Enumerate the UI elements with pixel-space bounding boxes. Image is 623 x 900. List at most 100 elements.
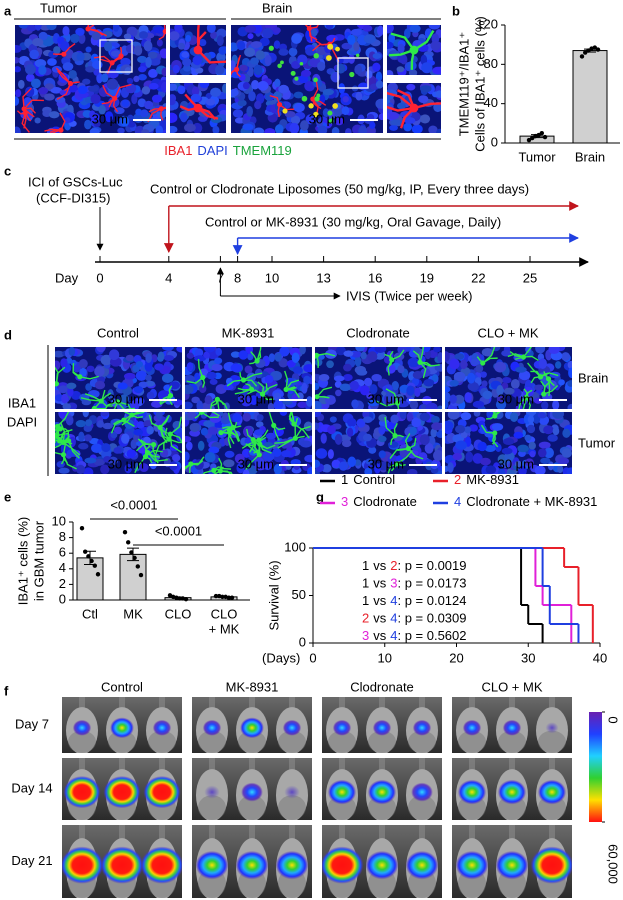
nucleus [197,440,205,451]
scale-bar-label: 30 μm [498,456,534,471]
panel-title: Tumor [40,0,78,15]
mouse-shade [498,730,526,753]
nucleus [267,402,275,409]
nucleus [345,128,352,133]
nucleus [37,87,49,95]
comparison-part: 4 [390,611,397,626]
nucleus [38,65,47,76]
cell-process [104,401,118,409]
nucleus [143,100,154,110]
luminescence [72,719,92,736]
nucleus [244,365,253,374]
nucleus [231,71,242,79]
nucleus [145,352,152,364]
cell-body [480,360,486,366]
signal-dot [328,118,334,124]
nucleus [102,30,113,38]
nucleus [473,412,481,417]
cell-process [213,467,232,472]
y-tick-label: 6 [59,545,66,560]
comparison-part: vs [373,593,387,608]
signal-dot [313,111,319,118]
ivis-stage [469,697,475,714]
nucleus [281,450,292,458]
nucleus [184,123,196,132]
nucleus [537,448,547,458]
nucleus [117,127,125,133]
timeline-tick-label: 4 [165,270,172,285]
nucleus [34,25,42,31]
signal-dot [355,53,360,58]
legend-entry: 1 Control [341,472,395,487]
nucleus [465,451,474,463]
nucleus [46,25,57,31]
nucleus [326,34,338,43]
ivis-image [322,697,442,753]
nucleus [491,423,504,431]
ivis-stage [119,758,125,777]
nucleus [561,352,570,361]
luminescence [411,782,433,802]
nucleus [447,412,460,420]
column-header: Control [97,325,139,340]
cell-body [61,51,67,57]
nucleus [96,347,106,353]
cell-body [115,399,121,405]
ivis-stage [469,758,475,777]
nucleus [534,384,544,391]
cell-body [67,80,74,87]
nucleus [428,125,438,133]
cell-process [169,434,182,453]
cell-process [482,357,498,364]
data-point [213,593,219,599]
nucleus [543,425,554,435]
nucleus [86,365,95,373]
luminescence [63,775,101,809]
nucleus [316,61,326,71]
nucleus [273,40,281,49]
nucleus [75,464,86,474]
ivis-image [322,758,442,820]
nucleus [211,363,223,372]
nucleus [325,25,334,30]
nucleus [419,85,432,93]
ivis-stage [159,758,165,777]
nucleus [255,421,264,428]
nucleus [199,83,210,89]
column-header: CLO + MK [477,325,538,340]
nucleus [215,347,222,356]
nucleus [566,467,572,474]
nucleus [62,26,70,36]
nucleus [262,450,275,462]
comparison-part: 1 [362,576,369,591]
nucleus [558,379,565,386]
nucleus [315,448,328,459]
nucleus [76,52,85,61]
nucleus [82,78,91,85]
nucleus [433,450,442,461]
luminescence [455,850,489,880]
luminescence [202,719,222,736]
nucleus [449,394,457,404]
cell-process [55,451,64,456]
ivis-stage [119,697,125,714]
nucleus [304,81,315,92]
nucleus [29,49,40,60]
cell-process [87,25,90,30]
nucleus [266,459,274,468]
nucleus [89,110,96,119]
cell-body [394,461,400,467]
cell-process [315,40,330,46]
cell-body [21,106,27,112]
cell-process [228,427,235,445]
nucleus [322,108,330,117]
luminescence [502,719,522,736]
nucleus [89,437,100,445]
nucleus [454,424,466,434]
nucleus [360,351,367,360]
mouse-shade [278,730,306,753]
nucleus [136,421,145,429]
luminescence [152,719,172,736]
nucleus [98,86,109,98]
mouse-shade [408,795,436,820]
